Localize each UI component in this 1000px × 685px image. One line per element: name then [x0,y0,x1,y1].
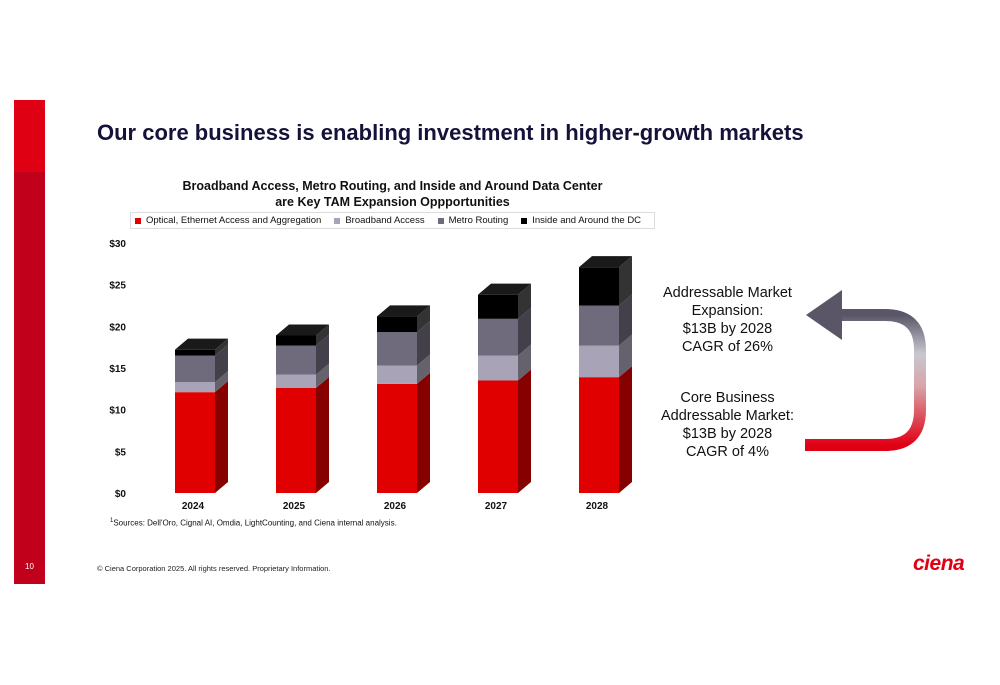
bar-segment [276,374,316,388]
bar-segment-side [619,256,632,306]
callout-core-line-1: Core Business [680,390,775,406]
bar-segment-side [619,366,632,493]
callout-expansion-line-3: $13B by 2028 [682,321,773,337]
chart-title-line-1: Broadband Access, Metro Routing, and Ins… [182,179,603,193]
accent-bar-top [14,100,45,172]
bar-segment [276,335,316,346]
chart-title-line-2: are Key TAM Expansion Oppportunities [275,195,510,209]
legend-item-metro: Metro Routing [437,215,509,226]
legend-swatch-broadband [334,217,341,224]
bar-top-face [377,305,430,317]
bar-segment-side [518,307,531,356]
y-tick-label: $20 [109,322,126,333]
bar-segment [276,388,316,493]
legend-item-dc: Inside and Around the DC [521,215,641,226]
source-text: Sources: Dell'Oro, Cignal AI, Omdia, Lig… [113,518,397,528]
legend-swatch-metro [437,217,444,224]
bar-segment [175,349,215,356]
callout-expansion-line-2: Expansion: [691,303,764,319]
bar-segment [579,345,619,378]
legend-label-broadband: Broadband Access [345,215,425,226]
bar-segment [377,365,417,384]
callout-core-line-2: Addressable Market: [661,408,794,424]
x-tick-label: 2026 [384,501,407,512]
callout-core: Core Business Addressable Market: $13B b… [645,389,810,461]
bar-segment-side [518,369,531,493]
callout-core-line-4: CAGR of 4% [686,444,769,460]
bar-segment-side [417,305,430,333]
bar-segment [478,355,518,381]
bar-top-face [175,338,228,350]
chart-title: Broadband Access, Metro Routing, and Ins… [130,178,655,210]
bar-segment [478,318,518,356]
bar-segment-side [518,283,531,319]
source-footnote-marker: 1 [110,518,114,524]
y-tick-label: $5 [115,447,127,458]
callout-expansion-line-1: Addressable Market [663,285,792,301]
arrow-head [806,290,842,340]
bar-segment-side [316,363,329,388]
bar-segment [478,380,518,493]
page-number: 10 [25,562,34,571]
source-note: 1Sources: Dell'Oro, Cignal AI, Omdia, Li… [110,518,397,528]
legend-item-broadband: Broadband Access [334,215,425,226]
bar-segment-side [215,338,228,356]
legend-label-metro: Metro Routing [448,215,509,226]
legend-label-optical: Optical, Ethernet Access and Aggregation [146,215,322,226]
arrow-body [805,309,926,451]
bar-segment [175,392,215,493]
copyright-footer: © Ciena Corporation 2025. All rights res… [97,564,331,573]
bar-segment [579,377,619,493]
callout-core-line-3: $13B by 2028 [682,426,773,442]
accent-bar-bottom [14,172,45,584]
bar-segment [175,382,215,393]
bar-segment-side [215,344,228,383]
legend-item-optical: Optical, Ethernet Access and Aggregation [135,215,321,226]
y-tick-label: $0 [115,489,127,500]
bar-top-face [276,324,329,336]
bar-segment [579,305,619,346]
bar-segment-side [215,381,228,493]
x-tick-label: 2028 [586,501,609,512]
x-tick-label: 2027 [485,501,508,512]
bar-segment [175,355,215,383]
legend-label-dc: Inside and Around the DC [532,215,642,226]
x-tick-label: 2025 [283,501,306,512]
chart-legend: Optical, Ethernet Access and Aggregation… [130,212,655,229]
legend-swatch-optical [135,217,141,224]
ciena-logo: ciena [913,552,965,575]
bar-segment [377,332,417,366]
bar-top-face [478,283,531,295]
bar-segment-side [417,321,430,366]
bar-segment-side [316,324,329,346]
y-tick-label: $10 [109,406,126,417]
bar-segment-side [316,377,329,493]
bar-segment-side [518,344,531,381]
bar-segment-side [619,294,632,346]
bar-segment-side [417,354,430,384]
legend-swatch-dc [521,217,528,224]
bar-segment-side [316,334,329,375]
bar-segment [478,294,518,319]
callout-expansion-line-4: CAGR of 26% [681,339,774,355]
bar-segment [377,383,417,493]
bar-segment-side [215,371,228,393]
bar-top-face [579,256,632,268]
slide-title: Our core business is enabling investment… [97,120,804,145]
bar-segment [579,267,619,306]
x-tick-label: 2024 [182,501,205,512]
bar-segment-side [619,334,632,378]
y-tick-label: $15 [109,364,126,375]
bar-segment [276,345,316,375]
callout-expansion: Addressable Market Expansion: $13B by 20… [645,284,810,356]
y-tick-label: $25 [109,281,126,292]
y-tick-label: $30 [109,239,126,250]
bar-segment-side [417,372,430,493]
bar-segment [377,316,417,333]
